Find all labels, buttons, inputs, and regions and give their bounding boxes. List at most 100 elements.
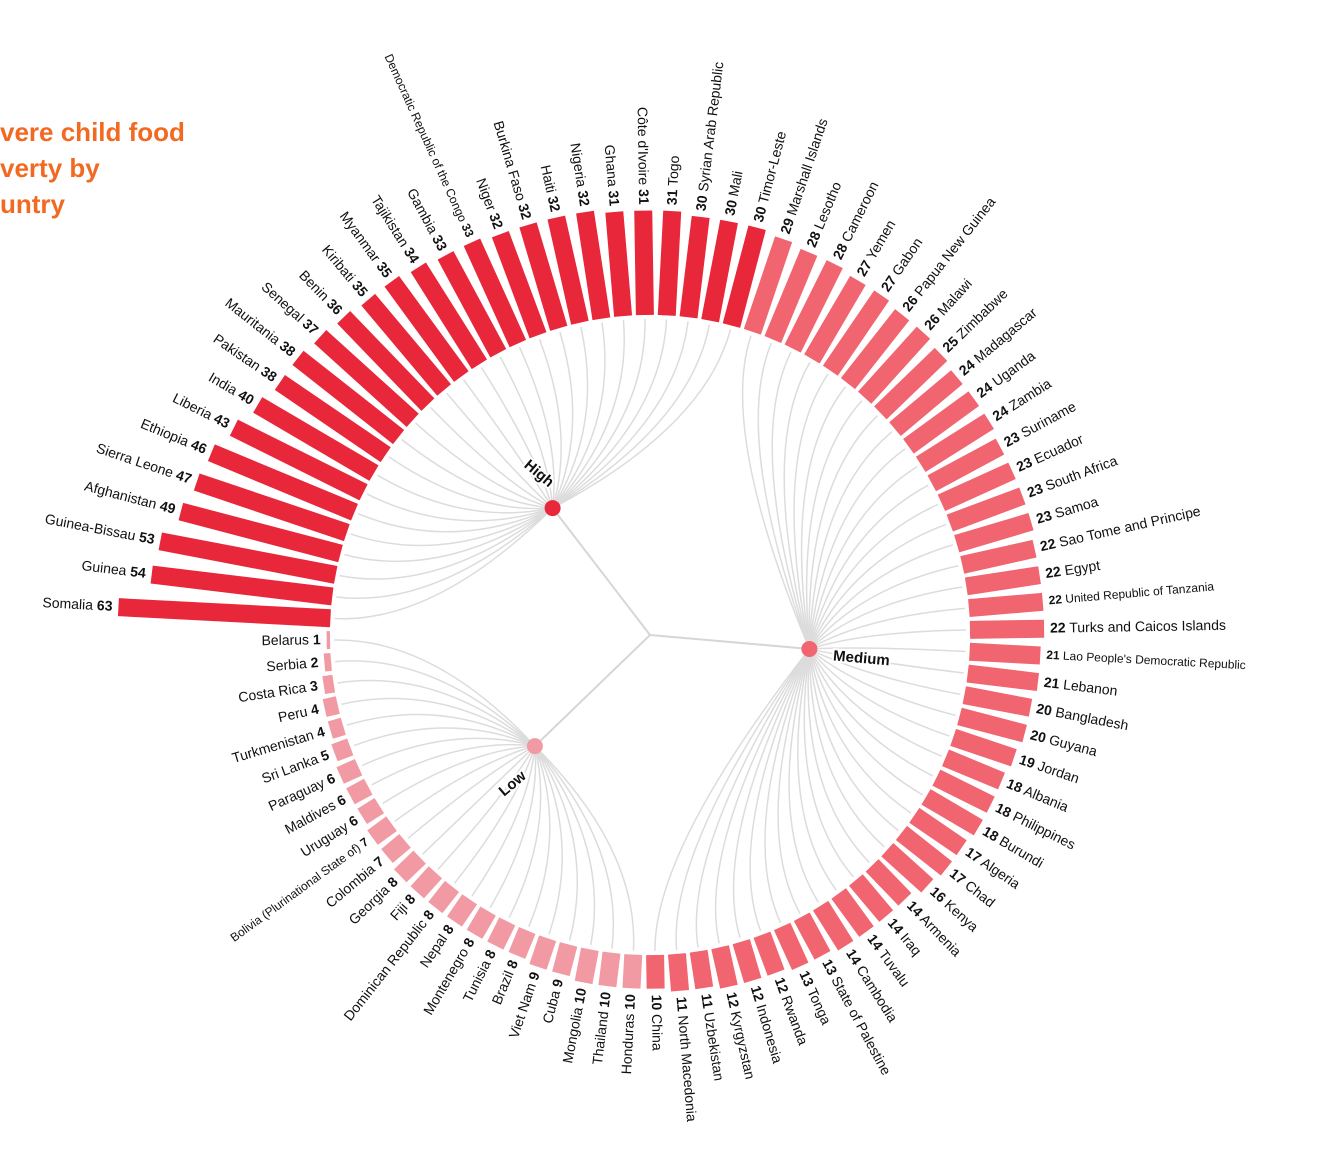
bar [773, 922, 809, 971]
bar [437, 251, 507, 358]
bar [964, 566, 1041, 596]
category-label: Malawi [934, 275, 975, 318]
connector [788, 648, 820, 903]
bar [954, 513, 1034, 553]
connector [808, 648, 899, 832]
bar-label: 20 Bangladesh [1035, 700, 1130, 733]
bar [804, 275, 866, 364]
bar [574, 947, 599, 985]
value-label: 11 [674, 996, 691, 1012]
connector [508, 745, 542, 919]
bar [962, 686, 1033, 717]
category-label: Sierra Leone [95, 439, 176, 480]
value-label: 37 [300, 315, 322, 337]
connector [552, 319, 646, 509]
bar [946, 487, 1026, 532]
category-label: Indonesia [754, 1002, 787, 1065]
connector [808, 648, 934, 777]
bar [874, 347, 948, 420]
bar [193, 473, 350, 542]
bar [337, 311, 435, 411]
bar [848, 874, 894, 922]
value-label: 8 [439, 921, 457, 937]
category-label: Kenya [942, 896, 982, 935]
value-label: 19 [1017, 751, 1037, 771]
connector [534, 745, 615, 949]
bar [667, 953, 690, 992]
connector [808, 648, 950, 737]
bar [903, 391, 980, 454]
bar [909, 807, 967, 856]
category-label: Jordan [1036, 757, 1082, 786]
category-label: Ethiopia [139, 415, 192, 449]
bar [428, 880, 460, 914]
category-label: Lesotho [810, 179, 844, 231]
connector [353, 727, 536, 747]
category-label: Nigeria [568, 142, 591, 188]
value-label: 8 [401, 890, 418, 907]
connector [797, 648, 837, 891]
trunk-line [534, 634, 651, 747]
bar-label: 11 North Macedonia [674, 996, 701, 1122]
bar [178, 502, 343, 563]
bar-label: 23 Samoa [1034, 493, 1100, 527]
bar-label: Guinea-Bissau 53 [44, 510, 157, 547]
category-label: Turks and Caicos Islands [1069, 617, 1226, 635]
category-label: Uzbekistan [701, 1011, 727, 1082]
category-label: Zambia [1006, 375, 1054, 414]
connector [675, 648, 811, 950]
connector [808, 465, 918, 650]
category-label: Cuba [539, 988, 563, 1025]
value-label: 23 [1001, 428, 1022, 450]
value-label: 30 [750, 204, 769, 223]
bar [410, 866, 443, 899]
bar-label: 21 Lao People's Democratic Republic [1046, 648, 1246, 672]
bar-label: Peru 4 [276, 700, 320, 725]
value-label: 23 [1014, 453, 1035, 474]
connector [366, 493, 553, 522]
category-label: Rwanda [779, 993, 812, 1047]
bar-label: Niger 32 [473, 176, 507, 231]
value-label: 4 [314, 723, 326, 741]
connector [388, 456, 553, 510]
value-label: 31 [663, 189, 680, 206]
value-label: 34 [401, 244, 423, 266]
connector [534, 745, 596, 946]
value-label: 12 [772, 975, 793, 995]
connector [341, 697, 536, 747]
value-label: 10 [621, 994, 638, 1011]
value-label: 11 [699, 992, 717, 1009]
connector [382, 745, 535, 805]
bar [381, 833, 411, 863]
connector [480, 367, 554, 509]
category-label: Afghanistan [83, 477, 159, 511]
bar-label: Afghanistan 49 [83, 477, 178, 516]
bar [689, 949, 714, 990]
bar-label: Honduras 10 [618, 994, 638, 1075]
bar [889, 370, 963, 437]
value-label: 21 [1046, 648, 1060, 663]
connector [808, 523, 947, 650]
connector [654, 648, 810, 951]
category-label: Tajikistan [368, 192, 412, 249]
connector [764, 648, 811, 924]
category-label: Yemen [863, 217, 899, 262]
value-label: 35 [374, 258, 396, 280]
bar [487, 917, 516, 950]
connector [534, 745, 635, 951]
chart-title: untry [0, 189, 66, 219]
connector [807, 648, 870, 863]
connector [809, 648, 961, 696]
connector [809, 647, 966, 653]
bar-label: Cuba 9 [539, 977, 566, 1025]
connector [793, 373, 829, 650]
value-label: 32 [515, 202, 535, 222]
group-node [526, 738, 543, 755]
value-label: 36 [324, 295, 346, 317]
value-label: 5 [318, 746, 331, 764]
value-label: 8 [384, 873, 401, 890]
category-label: Thailand [589, 1010, 611, 1065]
bar [150, 565, 334, 606]
bar [784, 260, 843, 353]
